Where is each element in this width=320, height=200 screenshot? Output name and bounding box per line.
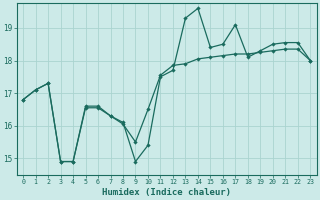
X-axis label: Humidex (Indice chaleur): Humidex (Indice chaleur) bbox=[102, 188, 231, 197]
